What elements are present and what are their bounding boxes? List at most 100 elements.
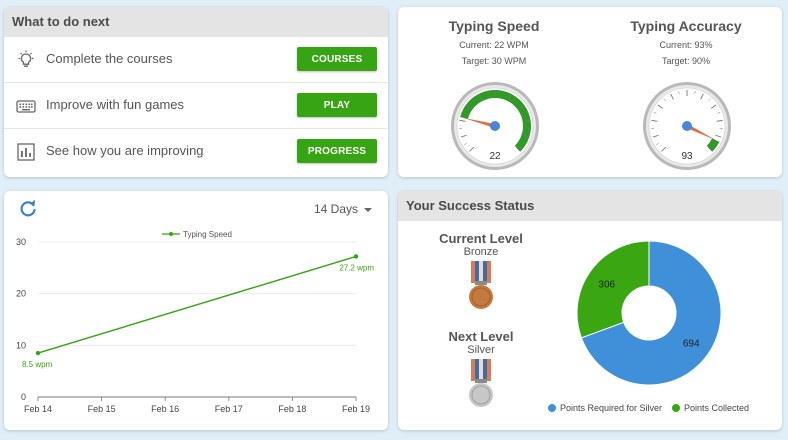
y-tick-label: 30 — [16, 237, 26, 247]
gauge-tick — [700, 93, 704, 100]
what-to-do-next-title: What to do next — [4, 7, 388, 37]
what-to-do-next-card: What to do next Complete the courses COU… — [4, 7, 388, 177]
gauge-tick — [486, 90, 488, 94]
gauge-band — [706, 138, 720, 152]
todo-item-progress: See how you are improving PROGRESS — [4, 129, 388, 175]
typing-accuracy-gauge: 93 — [643, 82, 731, 170]
days-range-select[interactable]: 14 Days — [314, 202, 373, 216]
legend-label: Typing Speed — [183, 230, 232, 239]
gauge-tick — [465, 104, 471, 109]
donut-value-label: 694 — [683, 338, 700, 349]
todo-item-text: Complete the courses — [46, 51, 173, 66]
legend-points-collected: Points Collected — [672, 403, 749, 413]
gauge-needle — [463, 117, 498, 129]
typing-accuracy-gauge-panel: Typing Accuracy Current: 93% Target: 90%… — [590, 7, 782, 177]
typing-progress-chart-card: 0 10 20 30 Feb 14 Feb 15 Feb 16 Feb 17 Feb 18 Feb… — [4, 191, 388, 430]
gauge-tick — [478, 93, 482, 100]
gauge-tick — [715, 143, 718, 146]
data-label: 27.2 wpm — [339, 263, 374, 272]
gauge-tick — [657, 104, 663, 109]
gauge-tick — [464, 143, 467, 146]
gauge-tick — [715, 134, 722, 138]
silver-medal-icon — [469, 359, 493, 407]
y-tick-label: 20 — [16, 289, 26, 299]
gauge-tick — [708, 98, 711, 102]
y-tick-label: 0 — [21, 392, 26, 402]
bar-chart-icon — [17, 143, 35, 161]
data-point — [35, 350, 41, 356]
lightbulb-icon — [18, 50, 34, 67]
gauge-tick — [516, 98, 519, 102]
x-tick-label: Feb 18 — [278, 404, 306, 414]
gauge-tick — [656, 143, 659, 146]
gauge-tick — [525, 111, 529, 114]
typing-speed-gauge-panel: Typing Speed Current: 22 WPM Target: 30 … — [398, 7, 590, 177]
gauge-hub — [490, 121, 500, 131]
gauge-tick — [651, 119, 658, 122]
typing-gauges-card: Typing Speed Current: 22 WPM Target: 30 … — [398, 7, 782, 177]
current-level-value: Bronze — [463, 246, 499, 258]
y-tick-label: 10 — [16, 340, 26, 350]
donut-slice — [580, 240, 722, 386]
gauge-readout: 93 — [681, 151, 693, 162]
gauge-tick — [661, 146, 667, 152]
gauge-readout: 22 — [489, 151, 501, 162]
x-tick-label: Feb 14 — [24, 404, 52, 414]
gauge-tick — [652, 134, 659, 138]
gauge-tick — [461, 111, 465, 114]
typing-speed-current: Current: 22 WPM — [459, 40, 529, 50]
legend-dot-blue — [548, 404, 556, 412]
data-point — [353, 254, 359, 259]
gauge-tick — [460, 134, 467, 138]
progress-button[interactable]: PROGRESS — [297, 139, 377, 163]
typing-speed-line — [37, 255, 357, 354]
legend-dot-green — [672, 404, 680, 412]
gauge-tick — [653, 111, 657, 114]
success-status-title: Your Success Status — [398, 191, 782, 221]
gauge-tick — [678, 90, 680, 94]
donut-slice — [576, 240, 650, 339]
typing-speed-target: Target: 30 WPM — [461, 56, 527, 66]
donut-value-label: 306 — [598, 280, 615, 291]
legend-label: Points Collected — [684, 403, 750, 413]
x-tick-label: Feb 16 — [151, 404, 179, 414]
gauge-needle — [684, 123, 717, 141]
typing-speed-gauge: 22 — [451, 82, 539, 170]
chevron-down-icon — [364, 207, 373, 212]
data-label: 8.5 wpm — [22, 360, 53, 369]
refresh-icon[interactable] — [18, 199, 38, 219]
next-level-label: Next Level — [448, 329, 514, 344]
gauge-tick — [508, 93, 512, 100]
gauge-tick — [670, 93, 674, 100]
gauge-tick — [523, 143, 526, 146]
gauge-tick — [717, 111, 721, 114]
bronze-medal-icon — [469, 261, 493, 309]
legend-label: Points Required for Silver — [560, 403, 663, 413]
gauge-tick — [459, 119, 466, 122]
gauge-tick — [707, 146, 713, 152]
typing-accuracy-title: Typing Accuracy — [630, 18, 742, 34]
gauge-tick — [716, 119, 723, 122]
todo-item-play: Improve with fun games PLAY — [4, 83, 388, 129]
gauge-tick — [469, 146, 475, 152]
gauge-tick — [502, 90, 504, 94]
todo-item-text: Improve with fun games — [46, 97, 185, 112]
legend-marker — [169, 232, 173, 236]
todo-item-text: See how you are improving — [46, 143, 204, 158]
courses-button[interactable]: COURSES — [297, 47, 377, 71]
typing-accuracy-target: Target: 90% — [661, 56, 711, 66]
gauge-tick — [515, 146, 521, 152]
gauge-tick — [711, 104, 717, 109]
gauge-tick — [524, 119, 531, 122]
play-button[interactable]: PLAY — [297, 93, 377, 117]
current-level-label: Current Level — [439, 231, 523, 246]
keyboard-icon — [16, 100, 36, 113]
gauge-hub — [682, 121, 692, 131]
next-level-value: Silver — [467, 344, 495, 356]
success-status-card: Your Success Status 694 306 Current Level… — [398, 191, 782, 430]
points-donut-chart: 694 306 — [576, 240, 722, 386]
legend-points-required: Points Required for Silver — [548, 403, 662, 413]
x-tick-label: Feb 19 — [342, 404, 370, 414]
typing-accuracy-current: Current: 93% — [659, 40, 713, 50]
x-tick-label: Feb 17 — [215, 404, 243, 414]
